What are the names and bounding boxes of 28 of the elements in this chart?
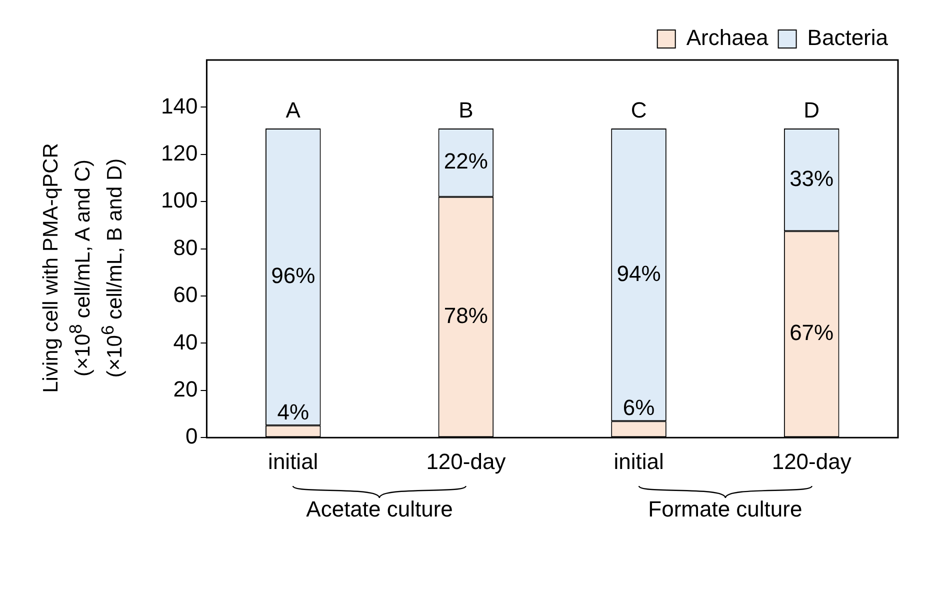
y-tick-label: 120 bbox=[160, 140, 198, 166]
y-tick-label: 0 bbox=[185, 424, 198, 449]
annotation: 6% bbox=[622, 395, 655, 420]
y-tick-label: 100 bbox=[160, 188, 198, 213]
annotation: 22% bbox=[444, 148, 488, 174]
x-tick-label: 120-day bbox=[772, 448, 852, 474]
y-tick-label: 40 bbox=[173, 329, 198, 354]
annotation: 78% bbox=[444, 303, 488, 328]
y-tick-label: 20 bbox=[173, 376, 198, 402]
x-tick-label: initial bbox=[614, 448, 664, 474]
annotation: 33% bbox=[790, 166, 834, 191]
text: Formate culture bbox=[648, 496, 802, 522]
annotation: D bbox=[804, 98, 820, 123]
annotation: 67% bbox=[790, 320, 834, 346]
y-tick-label: 60 bbox=[173, 282, 198, 308]
annotation: 94% bbox=[616, 260, 661, 286]
x-tick-label: 120-day bbox=[426, 448, 506, 474]
legend-label: Archaea bbox=[686, 25, 770, 50]
annotation: 4% bbox=[277, 399, 310, 424]
y-tick-label: 140 bbox=[160, 93, 198, 118]
x-tick-label: initial bbox=[268, 448, 318, 474]
legend-label: Bacteria bbox=[807, 25, 889, 50]
y-tick-label: 80 bbox=[173, 234, 198, 260]
annotation: A bbox=[286, 98, 301, 123]
text: Acetate culture bbox=[306, 496, 453, 522]
annotation: C bbox=[630, 98, 647, 123]
annotation: 96% bbox=[271, 262, 316, 288]
annotation: B bbox=[458, 98, 474, 123]
